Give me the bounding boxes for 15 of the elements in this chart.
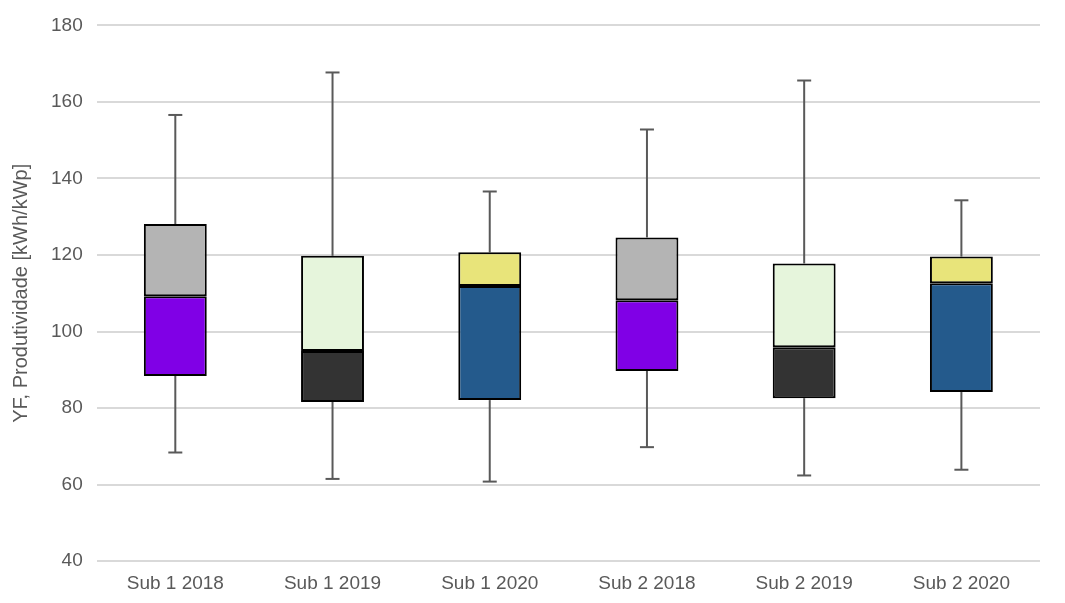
x-tick-label: Sub 1 2018: [126, 571, 224, 593]
y-tick-label: 40: [61, 549, 83, 571]
y-tick-label: 140: [51, 166, 83, 188]
x-tick-label: Sub 1 2020: [441, 571, 539, 593]
y-tick-label: 160: [51, 90, 83, 112]
x-tick-label: Sub 2 2020: [912, 571, 1010, 593]
x-tick-label: Sub 2 2018: [598, 571, 696, 593]
y-tick-label: 120: [51, 243, 83, 265]
y-tick-label: 180: [51, 13, 83, 35]
y-tick-label: 60: [61, 472, 83, 494]
x-tick-label: Sub 1 2019: [283, 571, 382, 593]
y-axis-title: YF, Produtividade [kWh/kWp]: [8, 163, 31, 423]
x-tick-label: Sub 2 2019: [755, 571, 853, 593]
y-tick-label: 80: [61, 396, 83, 418]
y-tick-label: 100: [51, 319, 83, 341]
